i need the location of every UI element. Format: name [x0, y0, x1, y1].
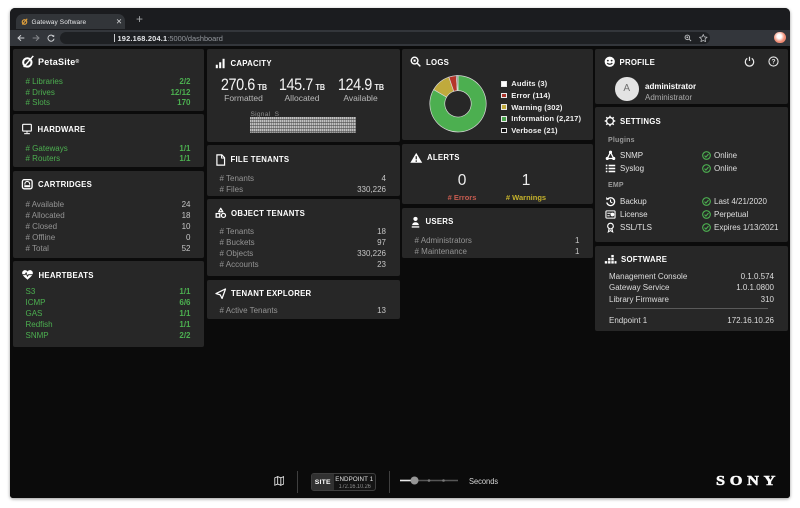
svg-text:?: ? [771, 58, 775, 65]
